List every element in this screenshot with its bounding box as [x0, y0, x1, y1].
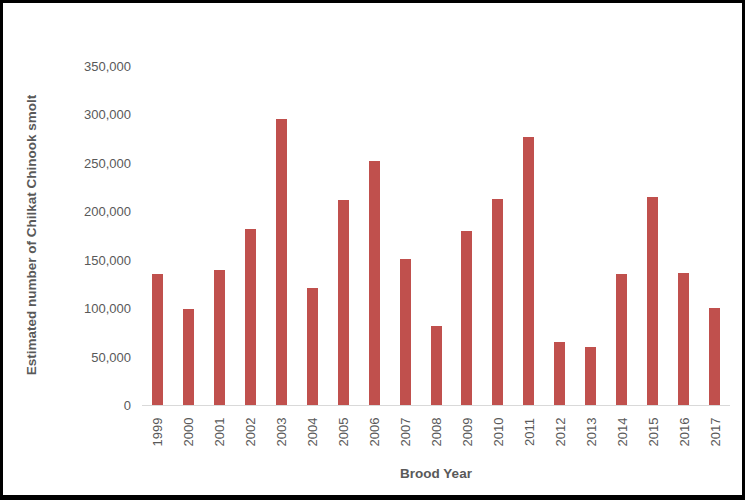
- y-tick-label-200000: 200,000: [61, 204, 131, 219]
- bar-2017: [709, 308, 720, 405]
- bar-2006: [369, 161, 380, 405]
- y-tick-label-250000: 250,000: [61, 155, 131, 170]
- y-tick-label-100000: 100,000: [61, 301, 131, 316]
- bar-2012: [554, 342, 565, 405]
- bar-2011: [523, 137, 534, 405]
- smolt-bar-chart: Estimated number of Chilkat Chinook smol…: [3, 3, 742, 495]
- bar-2000: [183, 309, 194, 405]
- x-tick-label-2005: 2005: [336, 418, 351, 447]
- x-axis-line: [142, 405, 730, 406]
- x-tick-label-2011: 2011: [521, 418, 536, 446]
- bar-2002: [245, 229, 256, 405]
- bar-2010: [492, 199, 503, 405]
- chart-frame: Estimated number of Chilkat Chinook smol…: [0, 0, 745, 500]
- x-tick-label-2015: 2015: [645, 418, 660, 447]
- y-axis-title: Estimated number of Chilkat Chinook smol…: [24, 95, 39, 376]
- bar-2003: [276, 119, 287, 405]
- x-tick-label-2013: 2013: [583, 418, 598, 447]
- bar-2004: [307, 288, 318, 405]
- x-tick-label-2000: 2000: [181, 418, 196, 447]
- x-tick-label-2017: 2017: [707, 418, 722, 447]
- bar-2009: [461, 231, 472, 405]
- x-tick-label-2012: 2012: [552, 418, 567, 447]
- x-axis-title: Brood Year: [400, 466, 472, 481]
- x-tick-label-2006: 2006: [367, 418, 382, 447]
- bar-2016: [678, 273, 689, 405]
- x-tick-label-2009: 2009: [459, 418, 474, 447]
- y-tick-label-350000: 350,000: [61, 59, 131, 74]
- y-tick-label-0: 0: [61, 398, 131, 413]
- y-tick-label-50000: 50,000: [61, 349, 131, 364]
- x-tick-label-2003: 2003: [274, 418, 289, 447]
- x-tick-label-2010: 2010: [490, 418, 505, 447]
- bar-2007: [400, 259, 411, 405]
- bar-1999: [152, 274, 163, 405]
- x-tick-label-2007: 2007: [398, 418, 413, 447]
- x-tick-label-2008: 2008: [429, 418, 444, 447]
- bar-2005: [338, 200, 349, 405]
- x-tick-label-2001: 2001: [212, 418, 227, 447]
- x-tick-label-2014: 2014: [614, 418, 629, 447]
- bar-2001: [214, 270, 225, 405]
- x-tick-label-2016: 2016: [676, 418, 691, 447]
- x-tick-label-2004: 2004: [305, 418, 320, 447]
- y-tick-label-300000: 300,000: [61, 107, 131, 122]
- bar-2014: [616, 274, 627, 405]
- bar-2008: [431, 326, 442, 405]
- x-tick-label-1999: 1999: [150, 418, 165, 447]
- y-tick-label-150000: 150,000: [61, 252, 131, 267]
- bar-2013: [585, 347, 596, 405]
- x-tick-label-2002: 2002: [243, 418, 258, 447]
- bar-2015: [647, 197, 658, 405]
